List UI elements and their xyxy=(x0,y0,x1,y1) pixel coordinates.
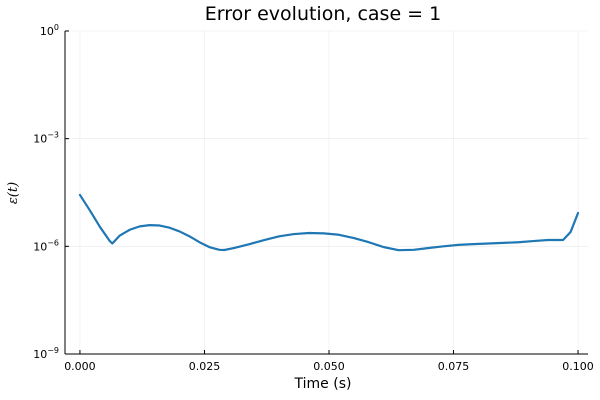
y-tick-label: 10−9 xyxy=(33,346,59,361)
x-tick-label: 0.050 xyxy=(313,360,345,373)
series-line xyxy=(78,193,580,252)
x-axis-label: Time (s) xyxy=(294,376,352,392)
x-tick-label: 0.025 xyxy=(189,360,221,373)
chart-title: Error evolution, case = 1 xyxy=(205,3,441,25)
axes-layer xyxy=(64,31,588,355)
data-layer xyxy=(78,193,580,252)
y-axis-label: ε(t) xyxy=(6,182,21,204)
x-tick-label: 0.100 xyxy=(562,360,594,373)
y-tick-label: 10−6 xyxy=(33,238,59,253)
x-tick-label: 0.000 xyxy=(64,360,96,373)
y-tick-label: 100 xyxy=(40,23,59,38)
x-tick-label: 0.075 xyxy=(438,360,470,373)
tick-layer: 0.000 0.025 0.050 0.075 0.100 10−9 10−6 10−3 100 xyxy=(33,23,594,373)
y-tick-label: 10−3 xyxy=(33,131,59,146)
